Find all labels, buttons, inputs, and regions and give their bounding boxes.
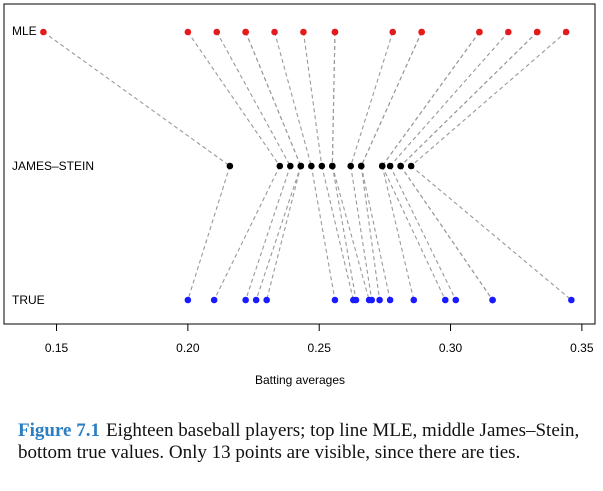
figure-label: Figure 7.1 — [18, 420, 100, 441]
point-mle-10 — [389, 28, 397, 36]
connector-line-player-12-james-stein — [360, 165, 391, 301]
x-axis: 0.15 0.20 0.25 0.30 0.35 — [45, 324, 594, 355]
connector-lines — [43, 31, 572, 301]
connector-line-player-11-james-stein — [360, 165, 381, 301]
connector-line-player-3-mle — [216, 31, 291, 167]
point-james-stein-12 — [357, 162, 365, 170]
point-true-8 — [352, 296, 360, 304]
batting-chart: 0.15 0.20 0.25 0.30 0.35 MLE JAMES–STEIN TRU… — [3, 3, 596, 387]
row-label-true: TRUE — [12, 293, 45, 307]
connector-line-player-17-mle — [400, 31, 538, 167]
connector-line-player-18-james-stein — [410, 165, 572, 301]
row-label-james-stein: JAMES–STEIN — [12, 159, 94, 173]
connector-line-player-3-james-stein — [245, 165, 291, 301]
point-true-10 — [368, 296, 376, 304]
connector-line-player-9-mle — [331, 31, 336, 167]
row-label-mle: MLE — [12, 24, 37, 38]
connector-line-player-10-james-stein — [350, 165, 373, 301]
point-james-stein-18 — [407, 162, 415, 170]
point-true-2 — [210, 296, 218, 304]
point-true-1 — [184, 296, 192, 304]
point-mle-2 — [184, 28, 192, 36]
point-mle-17 — [533, 28, 541, 36]
connector-line-player-1-james-stein — [187, 165, 231, 301]
point-james-stein-7 — [318, 162, 326, 170]
point-true-5 — [263, 296, 270, 304]
point-james-stein-5 — [297, 162, 305, 170]
connector-line-player-4-james-stein — [255, 165, 302, 301]
point-true-4 — [252, 296, 260, 304]
x-axis-label: Batting averages — [255, 373, 345, 387]
point-mle-14 — [476, 28, 483, 36]
point-mle-3 — [213, 28, 221, 36]
point-true-17 — [489, 296, 496, 304]
connector-line-player-1-mle — [43, 31, 231, 167]
point-james-stein-2 — [276, 162, 284, 170]
point-james-stein-1 — [226, 162, 234, 170]
point-james-stein-17 — [397, 162, 404, 170]
connector-line-player-5-james-stein — [266, 165, 302, 301]
x-tick-label-0.35: 0.35 — [570, 341, 594, 355]
connector-line-player-6-mle — [274, 31, 312, 167]
point-mle-7 — [300, 28, 307, 36]
point-mle-6 — [271, 28, 278, 36]
connector-line-player-9-james-stein — [331, 165, 370, 301]
point-true-6 — [331, 296, 339, 304]
connector-line-player-10-mle — [350, 31, 394, 167]
connector-line-player-6-james-stein — [310, 165, 336, 301]
point-true-11 — [376, 296, 383, 304]
point-true-18 — [568, 296, 575, 304]
point-mle-5 — [242, 28, 249, 36]
point-true-15 — [452, 296, 460, 304]
connector-line-player-7-james-stein — [321, 165, 354, 301]
connector-line-player-12-mle — [360, 31, 423, 167]
connector-line-player-7-mle — [302, 31, 323, 167]
point-mle-9 — [331, 28, 339, 36]
point-mle-1 — [40, 28, 47, 36]
connector-line-player-15-james-stein — [389, 165, 457, 301]
data-points — [40, 28, 575, 304]
caption-text: Eighteen baseball players; top line MLE,… — [18, 420, 580, 463]
connector-line-player-14-james-stein — [381, 165, 446, 301]
connector-line-player-14-mle — [381, 31, 480, 167]
connector-line-player-15-mle — [389, 31, 509, 167]
point-james-stein-9 — [329, 162, 336, 170]
plot-frame — [3, 3, 596, 325]
point-mle-18 — [562, 28, 570, 36]
connector-line-player-17-james-stein — [400, 165, 494, 301]
point-true-12 — [386, 296, 394, 304]
connector-line-player-13-james-stein — [381, 165, 415, 301]
point-james-stein-14 — [378, 162, 386, 170]
point-mle-15 — [505, 28, 512, 36]
point-mle-12 — [418, 28, 425, 36]
figure-caption: Figure 7.1 Eighteen baseball players; top… — [18, 420, 588, 464]
point-james-stein-6 — [308, 162, 315, 170]
connector-line-player-18-mle — [410, 31, 567, 167]
connector-line-player-2-mle — [187, 31, 281, 167]
point-true-3 — [242, 296, 249, 304]
connector-line-player-5-mle — [245, 31, 302, 167]
point-james-stein-10 — [347, 162, 355, 170]
point-true-14 — [441, 296, 449, 304]
connector-line-player-8-james-stein — [331, 165, 357, 301]
point-true-13 — [410, 296, 418, 304]
point-james-stein-15 — [386, 162, 394, 170]
x-tick-label-0.30: 0.30 — [439, 341, 463, 355]
connector-line-player-2-james-stein — [213, 165, 281, 301]
point-james-stein-3 — [287, 162, 294, 170]
x-tick-label-0.25: 0.25 — [308, 341, 332, 355]
x-tick-label-0.15: 0.15 — [45, 341, 69, 355]
x-tick-label-0.20: 0.20 — [176, 341, 200, 355]
